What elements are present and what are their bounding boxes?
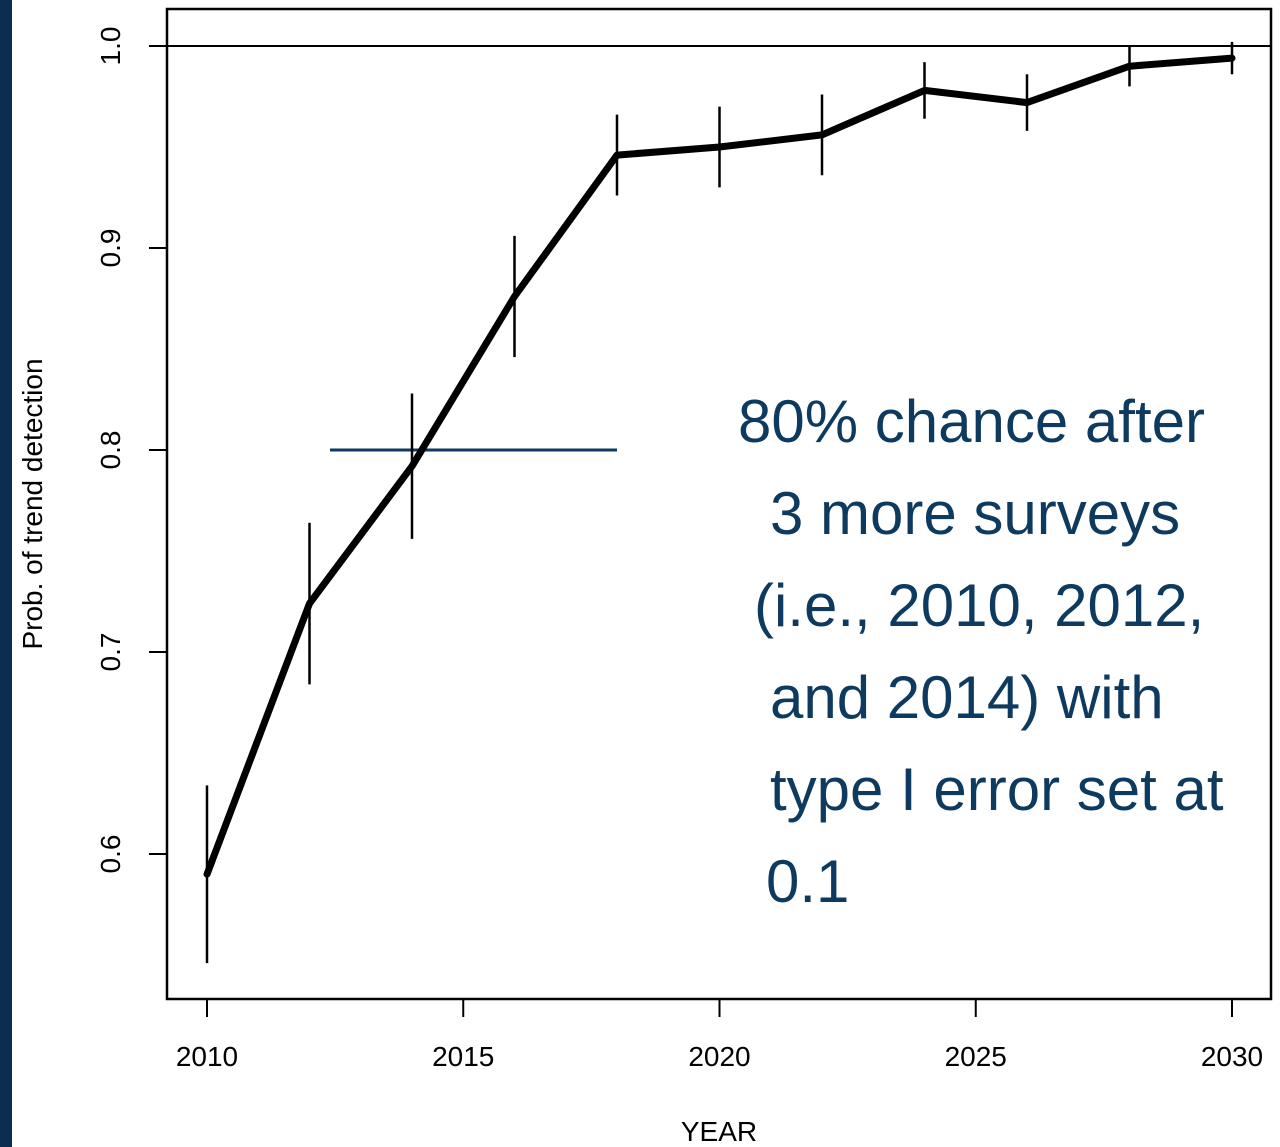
annotation-line-1: 80% chance after: [738, 388, 1205, 455]
series-group: [203, 54, 1236, 878]
data-point: [921, 87, 928, 94]
annotation-line-4: and 2014) with: [770, 664, 1164, 731]
x-axis: 2010 2015 2020 2025 2030: [176, 999, 1263, 1072]
data-point: [819, 131, 825, 138]
data-point: [1024, 99, 1030, 106]
y-axis-title: Prob. of trend detection: [17, 358, 48, 649]
y-tick-label: 1.0: [95, 27, 126, 66]
x-tick-label: 2010: [176, 1041, 238, 1072]
data-point: [614, 152, 620, 159]
annotation-text: 80% chance after 3 more surveys (i.e., 2…: [738, 388, 1224, 915]
y-tick-label: 0.9: [95, 229, 126, 268]
x-tick-label: 2030: [1201, 1041, 1263, 1072]
x-tick-label: 2025: [945, 1041, 1007, 1072]
data-point: [1229, 55, 1235, 62]
data-point: [511, 293, 518, 300]
data-point: [306, 600, 313, 607]
left-border-band: [0, 0, 12, 1147]
data-point: [1126, 63, 1133, 70]
annotation-line-6: 0.1: [766, 848, 849, 915]
x-tick-label: 2015: [432, 1041, 494, 1072]
data-point: [716, 144, 723, 150]
y-tick-label: 0.7: [95, 633, 126, 672]
x-axis-title: YEAR: [681, 1116, 757, 1147]
data-point: [204, 871, 210, 878]
annotation-line-3: (i.e., 2010, 2012,: [754, 572, 1204, 639]
y-tick-label: 0.8: [95, 431, 126, 470]
y-axis: 0.6 0.7 0.8 0.9 1.0: [95, 27, 167, 874]
data-point: [409, 463, 415, 470]
reference-lines: [167, 45, 1271, 452]
x-tick-label: 2020: [688, 1041, 750, 1072]
y-tick-label: 0.6: [95, 835, 126, 874]
annotation-line-5: type I error set at: [770, 756, 1224, 823]
annotation-line-2: 3 more surveys: [770, 480, 1180, 547]
